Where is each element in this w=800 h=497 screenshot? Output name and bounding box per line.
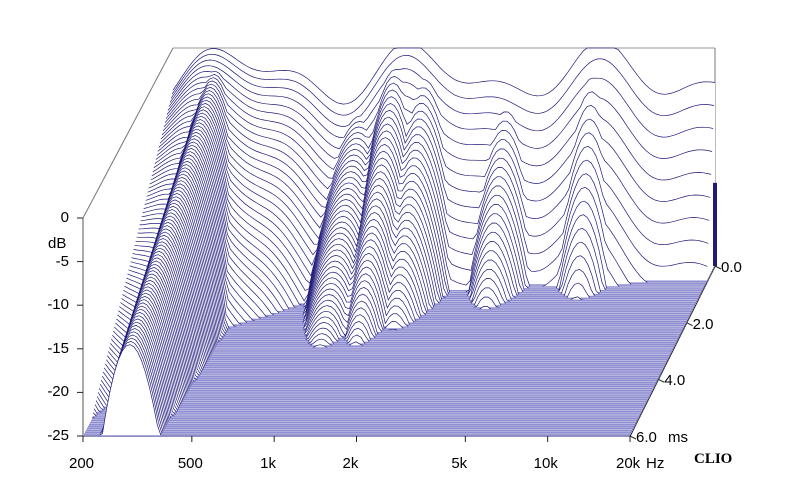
z-tick-mark <box>714 265 722 270</box>
x-tick-label: 20k <box>616 455 641 472</box>
x-axis-unit-label: Hz <box>646 455 665 472</box>
slice-line <box>169 65 713 159</box>
slice-line <box>167 74 711 202</box>
x-tick-label: 500 <box>177 455 203 472</box>
z-tick-label: 6.0 <box>636 429 657 446</box>
slice-line <box>161 93 705 288</box>
slice-fill <box>155 113 699 299</box>
x-tick-label: 200 <box>69 455 95 472</box>
z-axis-unit-label: ms <box>668 429 688 446</box>
slice-line <box>165 80 709 245</box>
slice-fill <box>83 344 630 436</box>
slice-line <box>172 47 716 105</box>
y-tick-label: -15 <box>47 339 69 357</box>
y-tick-label: -5 <box>55 252 69 270</box>
z-tick-mark <box>658 378 665 383</box>
waterfall-slices <box>83 47 717 437</box>
slice-line <box>164 83 708 267</box>
z-tick-mark <box>629 435 637 440</box>
brand-label: CLIO <box>694 451 733 467</box>
left-top-edge <box>82 47 174 219</box>
y-tick-label: -20 <box>47 383 69 401</box>
axis-ticks <box>77 217 722 442</box>
slice-line <box>168 70 712 181</box>
x-tick-label: 2k <box>342 455 359 472</box>
x-tick-label: 5k <box>451 455 468 472</box>
y-tick-label: -25 <box>47 427 69 444</box>
y-tick-label: 0 <box>60 209 69 226</box>
x-tick-label: 10k <box>533 455 558 472</box>
slice-line <box>170 59 714 138</box>
slice-line <box>171 53 715 117</box>
slice-line <box>166 77 710 224</box>
x-tick-label: 1k <box>260 455 276 472</box>
y-tick-label: -10 <box>47 296 69 314</box>
z-tick-label: 4.0 <box>664 372 686 390</box>
z-tick-label: 0.0 <box>721 259 742 276</box>
slice-line <box>163 86 707 284</box>
slice-line <box>162 90 706 286</box>
z-tick-mark <box>686 322 693 327</box>
y-axis-unit-label: dB <box>48 235 67 252</box>
z-tick-label: 2.0 <box>692 315 714 333</box>
